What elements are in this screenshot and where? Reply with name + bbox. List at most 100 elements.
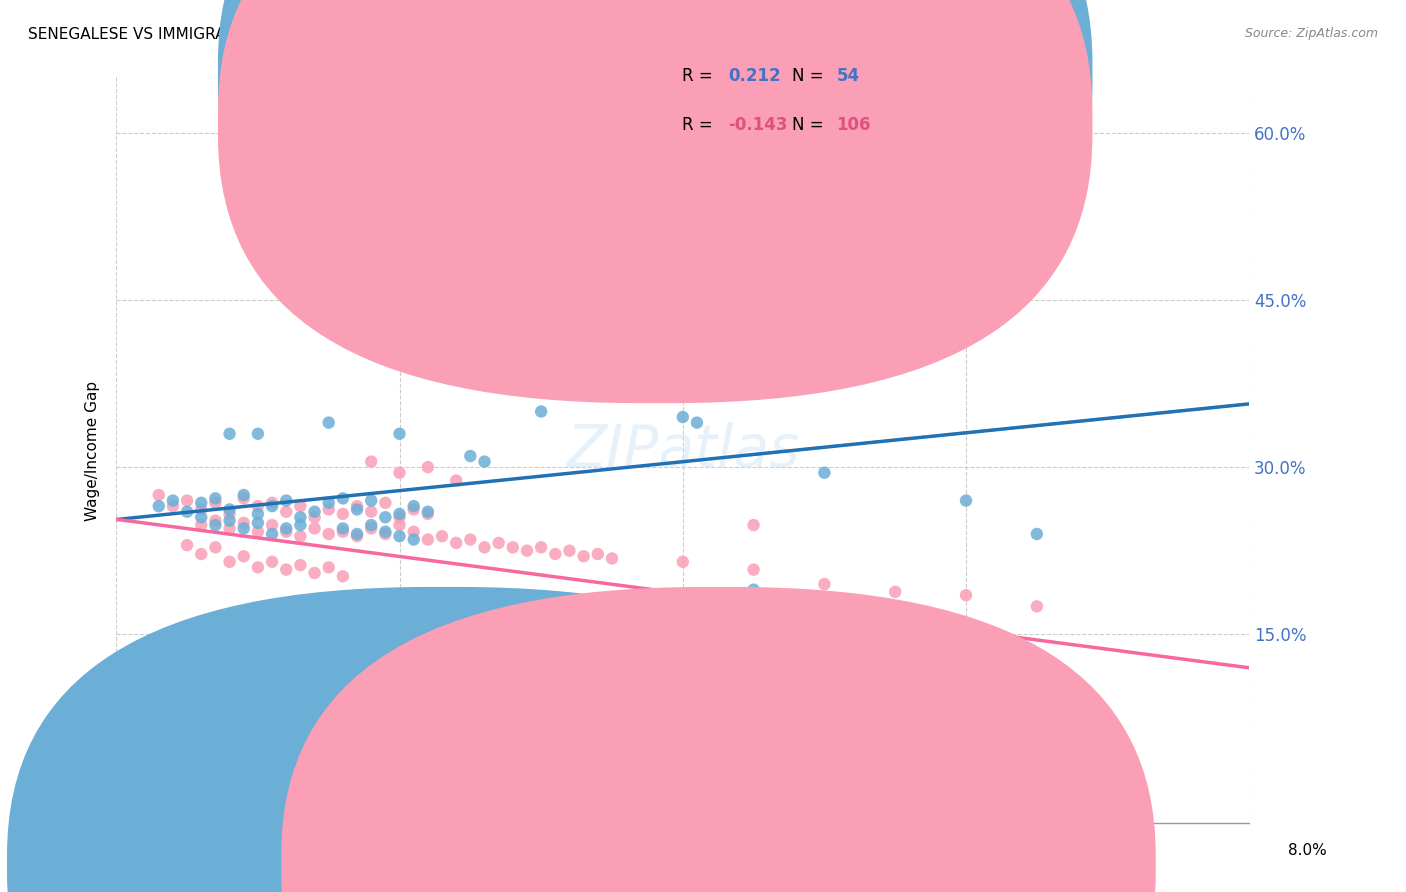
Point — [290, 529, 312, 543]
Point — [600, 551, 623, 566]
Point — [346, 529, 368, 543]
Point — [460, 651, 482, 665]
Point — [176, 538, 198, 552]
Point — [530, 404, 553, 418]
Point — [190, 510, 212, 524]
Point — [276, 563, 298, 577]
Point — [402, 533, 425, 547]
Point — [232, 488, 254, 502]
Point — [672, 410, 695, 425]
Point — [884, 660, 907, 674]
Point — [672, 599, 695, 614]
Point — [232, 491, 254, 506]
Text: Source: ZipAtlas.com: Source: ZipAtlas.com — [1244, 27, 1378, 40]
Point — [260, 496, 283, 510]
Point — [502, 382, 524, 396]
Point — [544, 547, 567, 561]
Point — [360, 493, 382, 508]
Point — [190, 518, 212, 533]
Point — [218, 521, 240, 535]
Text: 0.0%: 0.0% — [79, 843, 118, 858]
Point — [218, 426, 240, 441]
Point — [600, 354, 623, 368]
Point — [374, 524, 396, 539]
Point — [460, 727, 482, 741]
Text: N =: N = — [792, 67, 828, 85]
Point — [318, 496, 340, 510]
Point — [742, 582, 765, 597]
Point — [430, 529, 453, 543]
Point — [346, 527, 368, 541]
Point — [318, 527, 340, 541]
Point — [516, 543, 538, 558]
Point — [502, 644, 524, 658]
Point — [246, 622, 269, 636]
Point — [246, 560, 269, 574]
Point — [742, 563, 765, 577]
Point — [246, 516, 269, 530]
Text: Immigrants from Trinidad and Tobago: Immigrants from Trinidad and Tobago — [742, 857, 1029, 871]
Text: N =: N = — [792, 116, 828, 134]
Point — [402, 502, 425, 516]
Point — [884, 585, 907, 599]
Point — [388, 466, 411, 480]
Point — [190, 496, 212, 510]
Point — [290, 599, 312, 614]
Point — [360, 505, 382, 519]
Point — [218, 502, 240, 516]
Point — [672, 555, 695, 569]
Point — [260, 518, 283, 533]
Point — [402, 499, 425, 513]
Point — [332, 507, 354, 521]
Point — [218, 514, 240, 528]
Point — [572, 549, 595, 564]
Point — [276, 493, 298, 508]
Point — [416, 647, 439, 661]
Text: ZIPatlas: ZIPatlas — [567, 422, 800, 479]
Point — [672, 669, 695, 683]
Point — [204, 518, 226, 533]
Point — [176, 622, 198, 636]
Text: R =: R = — [682, 67, 718, 85]
Point — [332, 569, 354, 583]
Point — [276, 629, 298, 643]
Point — [260, 555, 283, 569]
Point — [204, 541, 226, 555]
Point — [460, 371, 482, 385]
Point — [246, 507, 269, 521]
Text: R =: R = — [682, 116, 718, 134]
Point — [304, 510, 326, 524]
Point — [474, 454, 496, 468]
Point — [304, 521, 326, 535]
Point — [232, 521, 254, 535]
Point — [530, 655, 553, 669]
Point — [218, 555, 240, 569]
Point — [318, 502, 340, 516]
Point — [813, 649, 835, 664]
Point — [813, 466, 835, 480]
Point — [586, 547, 609, 561]
Text: 0.212: 0.212 — [728, 67, 780, 85]
Point — [304, 505, 326, 519]
Point — [558, 543, 581, 558]
Point — [643, 640, 665, 655]
Point — [813, 577, 835, 591]
Point — [416, 533, 439, 547]
Point — [686, 416, 709, 430]
Point — [332, 491, 354, 506]
Point — [290, 558, 312, 573]
Point — [360, 521, 382, 535]
Y-axis label: Wage/Income Gap: Wage/Income Gap — [86, 380, 100, 521]
Point — [290, 518, 312, 533]
Point — [204, 514, 226, 528]
Point — [558, 699, 581, 714]
Point — [148, 488, 170, 502]
Point — [190, 547, 212, 561]
Point — [742, 618, 765, 632]
Point — [346, 499, 368, 513]
Text: 8.0%: 8.0% — [1288, 843, 1327, 858]
Point — [488, 536, 510, 550]
Point — [444, 536, 467, 550]
Point — [148, 499, 170, 513]
Point — [742, 518, 765, 533]
